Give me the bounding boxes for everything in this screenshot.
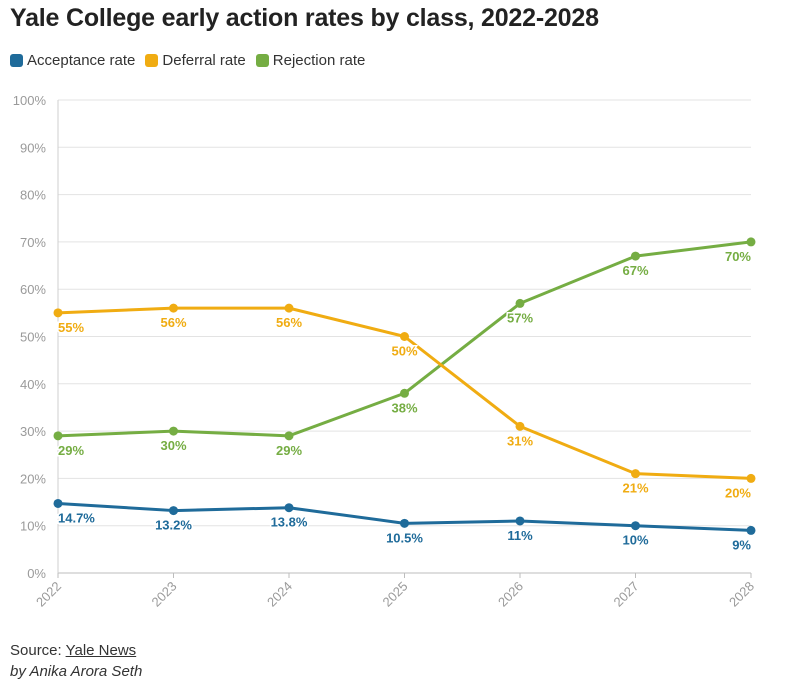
data-point-rejection [53, 431, 63, 441]
y-tick-label: 60% [20, 282, 46, 297]
byline: by Anika Arora Seth [10, 663, 143, 680]
y-tick-label: 70% [20, 235, 46, 250]
data-label-acceptance: 13.2% [155, 518, 192, 533]
data-label-rejection: 38% [391, 400, 417, 415]
y-tick-label: 80% [20, 188, 46, 203]
data-label-rejection: 30% [160, 438, 186, 453]
data-point-acceptance [400, 518, 409, 528]
data-label-rejection: 70% [725, 249, 751, 264]
x-tick-label: 2022 [33, 579, 64, 610]
data-label-deferral: 31% [507, 433, 533, 448]
legend-swatch-rejection [255, 54, 269, 67]
data-point-acceptance [53, 498, 63, 508]
legend-item-deferral[interactable]: Deferral rate [145, 52, 246, 69]
source-prefix: Source: [10, 642, 66, 659]
data-label-acceptance: 13.8% [271, 515, 308, 530]
legend-swatch-acceptance [10, 54, 23, 67]
y-tick-label: 50% [20, 330, 46, 345]
data-point-deferral [746, 473, 756, 483]
source-line: Source: Yale News [10, 640, 142, 661]
data-point-rejection [400, 388, 409, 398]
x-tick-label: 2024 [264, 579, 295, 610]
x-tick-label: 2023 [149, 579, 180, 610]
data-label-deferral: 56% [160, 315, 186, 330]
y-tick-label: 0% [27, 566, 46, 581]
data-point-deferral [53, 308, 63, 318]
data-point-rejection [169, 426, 178, 436]
data-label-acceptance: 9% [732, 537, 751, 552]
data-point-rejection [746, 237, 756, 247]
data-point-deferral [515, 421, 525, 431]
data-point-acceptance [746, 525, 756, 535]
data-point-rejection [284, 431, 294, 441]
data-point-acceptance [284, 503, 294, 513]
x-tick-label: 2026 [495, 579, 526, 610]
line-chart: 0% 10% 20% 30% 40% 50% 60% 70% 80% 90% 100% 2022 202… [13, 93, 757, 610]
y-tick-label: 100% [13, 93, 47, 108]
legend-swatch-deferral [145, 54, 159, 67]
data-point-acceptance [169, 506, 178, 516]
data-label-rejection: 57% [507, 310, 533, 325]
data-label-acceptance: 10% [622, 533, 648, 548]
data-label-deferral: 50% [391, 344, 417, 359]
legend-item-rejection[interactable]: Rejection rate [255, 52, 366, 69]
data-label-rejection: 29% [58, 443, 84, 458]
data-label-acceptance: 10.5% [386, 530, 423, 545]
chart-footer: Source: Yale News by Anika Arora Seth [10, 640, 142, 682]
data-label-deferral: 21% [622, 481, 648, 496]
source-link[interactable]: Yale News [65, 642, 137, 659]
legend-label-acceptance: Acceptance rate [27, 52, 136, 69]
data-point-rejection [631, 251, 640, 261]
data-point-deferral [631, 469, 640, 479]
data-point-rejection [515, 298, 525, 308]
y-tick-label: 40% [20, 377, 46, 392]
y-tick-label: 90% [20, 140, 46, 155]
y-tick-label: 10% [20, 519, 46, 534]
data-label-deferral: 55% [58, 320, 84, 335]
legend-label-deferral: Deferral rate [162, 52, 246, 69]
data-label-rejection: 29% [276, 443, 302, 458]
chart-title: Yale College early action rates by class… [10, 4, 599, 32]
x-tick-label: 2028 [726, 579, 757, 610]
data-label-acceptance: 14.7% [58, 510, 95, 525]
x-tick-label: 2025 [380, 579, 411, 610]
legend-item-acceptance[interactable]: Acceptance rate [10, 52, 135, 69]
y-tick-label: 20% [20, 471, 46, 486]
data-point-deferral [400, 332, 409, 341]
data-point-acceptance [631, 521, 640, 531]
data-label-acceptance: 11% [507, 528, 533, 543]
y-tick-label: 30% [20, 424, 46, 439]
data-point-deferral [284, 303, 294, 313]
legend-label-rejection: Rejection rate [272, 52, 366, 69]
data-point-deferral [169, 303, 178, 313]
data-point-acceptance [515, 516, 525, 526]
data-label-deferral: 20% [725, 485, 751, 500]
chart-legend: Acceptance rate Deferral rate Rejection … [10, 52, 375, 69]
data-label-deferral: 56% [276, 315, 302, 330]
data-label-rejection: 67% [622, 263, 648, 278]
x-tick-label: 2027 [611, 579, 642, 610]
